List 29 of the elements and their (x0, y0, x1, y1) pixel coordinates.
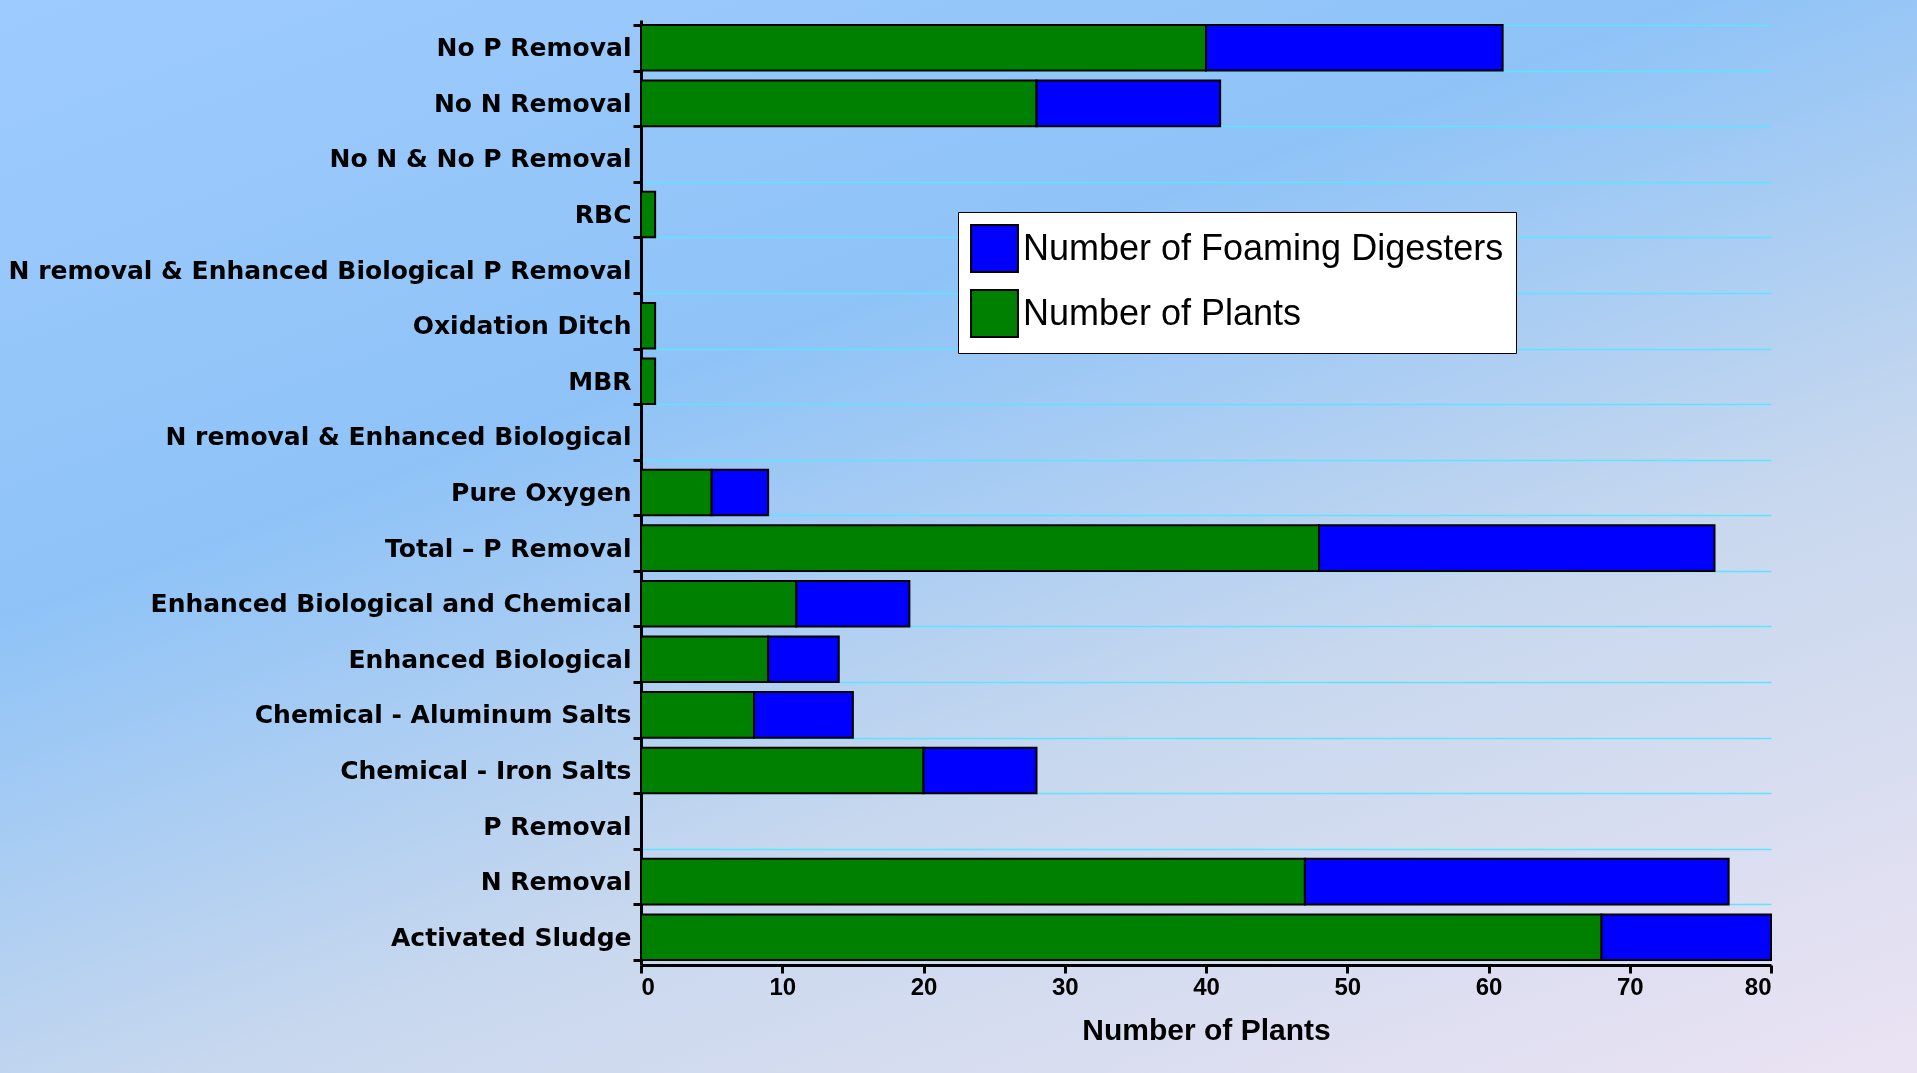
y-tick-label: RBC (574, 200, 632, 230)
y-tick-label: Activated Sludge (391, 922, 632, 952)
x-tick-label: 70 (1616, 972, 1644, 1000)
x-tick-label: 80 (1744, 972, 1772, 1000)
legend-label: Number of Foaming Digesters (1023, 226, 1504, 268)
x-axis-title: Number of Plants (1082, 1012, 1331, 1046)
legend-label: Number of Plants (1023, 291, 1302, 333)
y-tick-label: N removal & Enhanced Biological (165, 422, 632, 452)
y-tick-label: Chemical - Iron Salts (340, 755, 632, 785)
y-tick-label: Pure Oxygen (451, 478, 632, 507)
x-tick-label: 0 (641, 972, 655, 1000)
y-tick-label: No P Removal (436, 33, 632, 63)
y-tick-label: Chemical - Aluminum Salts (254, 700, 632, 730)
y-tick-label: Total – P Removal (385, 533, 632, 563)
y-tick-label: N removal & Enhanced Biological P Removal (8, 255, 632, 285)
x-tick-label: 10 (769, 972, 797, 1000)
y-tick-label: No N & No P Removal (329, 144, 632, 174)
y-tick-label: MBR (568, 366, 632, 396)
y-tick-label: Enhanced Biological and Chemical (150, 589, 632, 619)
x-tick-label: 30 (1051, 972, 1079, 1000)
y-tick-label: No N Removal (433, 88, 632, 118)
x-tick-label: 50 (1334, 972, 1362, 1000)
x-tick-label: 60 (1475, 972, 1503, 1000)
x-tick-label: 40 (1193, 972, 1220, 1000)
y-tick-label: N Removal (480, 867, 632, 897)
x-tick-label: 20 (910, 972, 938, 1000)
y-tick-label: P Removal (483, 811, 632, 841)
y-tick-label: Oxidation Ditch (412, 311, 632, 341)
y-tick-label: Enhanced Biological (348, 644, 632, 674)
